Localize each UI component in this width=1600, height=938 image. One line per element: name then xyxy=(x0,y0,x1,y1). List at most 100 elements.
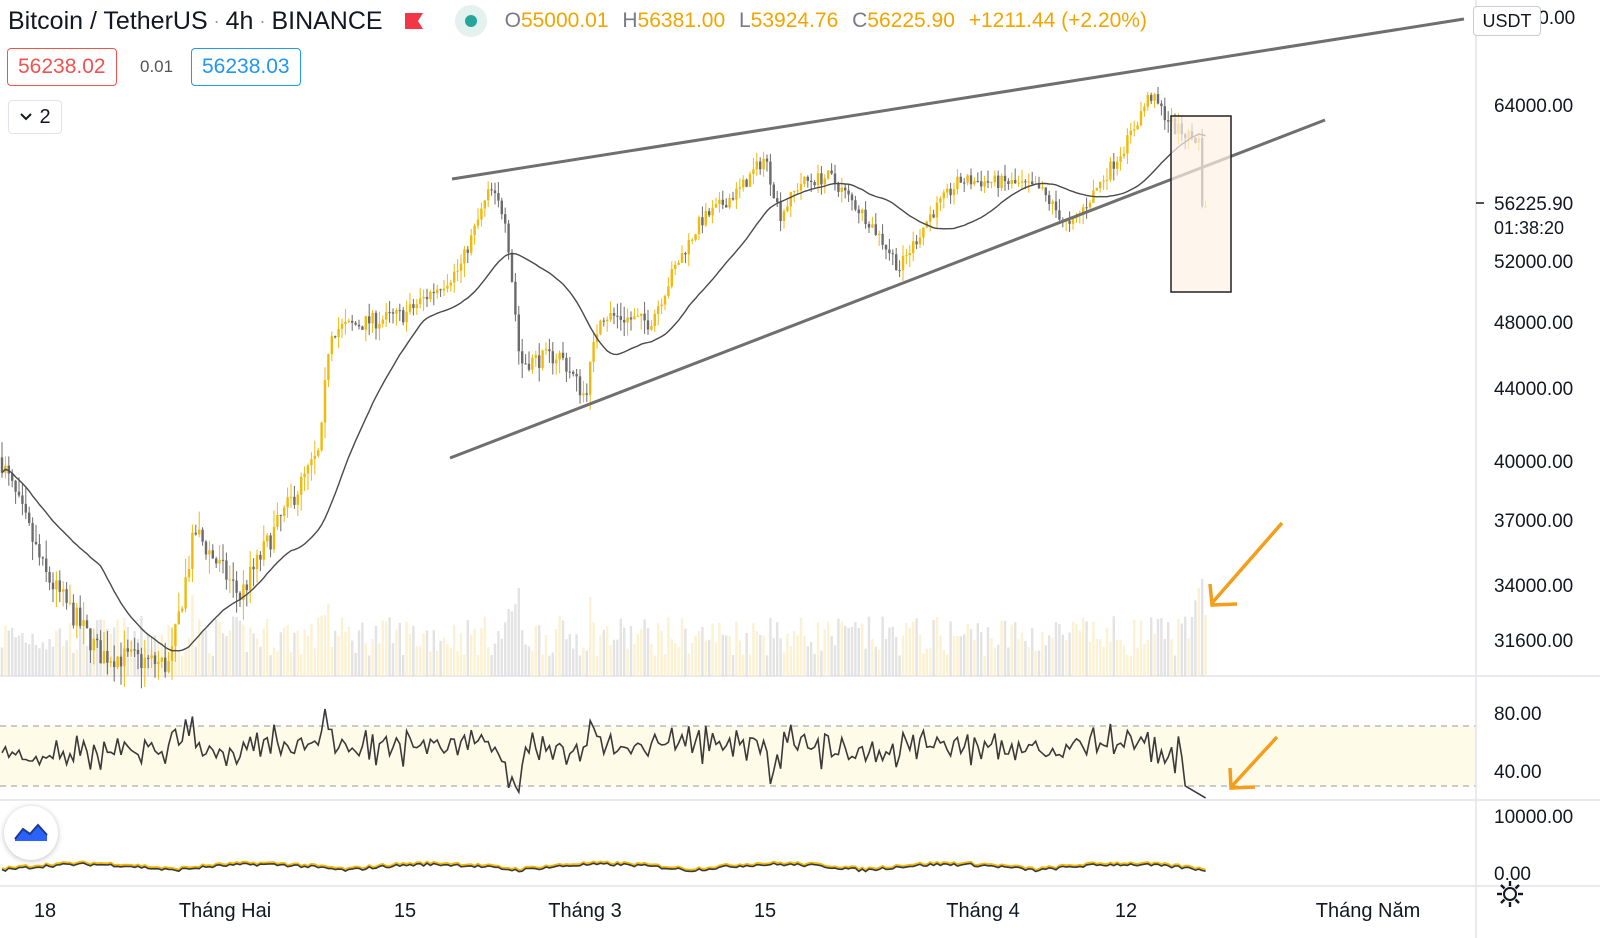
volume-bar xyxy=(1065,640,1068,676)
volume-bar xyxy=(1105,627,1109,676)
volume-bar xyxy=(24,642,27,676)
candle-body xyxy=(1020,181,1024,183)
volume-bar xyxy=(640,629,643,676)
candle-body xyxy=(677,262,680,265)
volume-bar xyxy=(742,654,745,676)
market-status-icon[interactable] xyxy=(454,5,487,37)
volume-bar xyxy=(1044,645,1047,676)
candle-body xyxy=(803,176,806,184)
candle-body xyxy=(541,350,544,368)
candle-body xyxy=(663,295,667,305)
candle-body xyxy=(609,313,612,320)
candle-body xyxy=(674,264,677,270)
volume-bar xyxy=(259,646,262,676)
tradingview-logo[interactable] xyxy=(4,806,58,860)
volume-bar xyxy=(997,644,1000,676)
volume-bar xyxy=(895,636,898,676)
volume-bar xyxy=(235,616,238,676)
candle-body xyxy=(969,175,973,185)
volume-bar xyxy=(752,623,755,676)
volume-bar xyxy=(1092,621,1095,676)
volume-bar xyxy=(21,632,24,676)
volume-bar xyxy=(878,649,881,676)
candle-body xyxy=(17,491,21,496)
volume-bar xyxy=(966,623,969,676)
candle-body xyxy=(45,558,48,572)
annotation-arrows[interactable] xyxy=(1208,521,1284,790)
volume-bar xyxy=(786,633,789,676)
volume-bar xyxy=(765,655,769,676)
candle-body xyxy=(1150,94,1153,101)
volume-bar xyxy=(1112,616,1115,676)
currency-button[interactable]: USDT xyxy=(1473,6,1541,36)
candle-body xyxy=(793,190,796,192)
candle-body xyxy=(616,315,619,317)
candle-body xyxy=(956,176,959,190)
candle-body xyxy=(102,651,106,664)
candle-body xyxy=(116,656,119,668)
candle-body xyxy=(500,200,503,215)
candle-body xyxy=(1037,183,1041,189)
collapse-indicators-button[interactable]: 2 xyxy=(8,100,62,134)
volume-bar xyxy=(160,634,163,676)
volume-bar xyxy=(1160,618,1163,676)
volume-bar xyxy=(524,644,527,676)
volume-bar xyxy=(789,646,792,676)
candle-body xyxy=(1088,202,1092,208)
candle-body xyxy=(252,566,255,570)
volume-bar xyxy=(14,637,17,676)
volume-bar xyxy=(701,627,704,676)
volume-bar xyxy=(636,633,639,676)
volume-bar xyxy=(473,628,476,676)
volume-bar xyxy=(466,620,469,676)
candle-body xyxy=(891,253,894,255)
volume-bar xyxy=(493,643,497,676)
sell-button[interactable]: 56238.02 xyxy=(7,48,117,86)
candle-body xyxy=(799,183,803,191)
volume-bar xyxy=(969,628,973,676)
interval-label[interactable]: 4h xyxy=(225,6,254,35)
candle-body xyxy=(857,209,860,214)
volume-bar xyxy=(714,642,718,676)
candle-body xyxy=(255,554,259,570)
gear-icon[interactable] xyxy=(1492,878,1528,910)
upper-trendline[interactable] xyxy=(451,17,1465,181)
candle-body xyxy=(34,541,38,545)
candle-body xyxy=(980,181,983,187)
candle-body xyxy=(1071,218,1075,224)
candle-body xyxy=(850,194,854,201)
volume-bar xyxy=(820,650,823,676)
candle-body xyxy=(813,182,816,186)
flag-icon[interactable] xyxy=(403,12,425,30)
volume-bar xyxy=(558,616,561,676)
volume-bar xyxy=(378,643,381,676)
candle-body xyxy=(48,571,51,583)
volume-bar xyxy=(446,643,449,676)
candle-body xyxy=(1048,195,1051,204)
volume-bar xyxy=(238,620,242,676)
candle-body xyxy=(170,646,174,662)
candle-body xyxy=(276,514,279,527)
buy-button[interactable]: 56238.03 xyxy=(191,48,301,86)
volume-bar xyxy=(762,635,765,676)
candle-body xyxy=(517,314,520,352)
volume-bar xyxy=(303,629,306,676)
price-tick: 31600.00 xyxy=(1494,631,1573,652)
candle-body xyxy=(534,355,537,358)
candle-body xyxy=(422,297,425,299)
symbol-name[interactable]: Bitcoin / TetherUS xyxy=(8,6,208,35)
highlight-rectangle[interactable] xyxy=(1170,115,1232,293)
candle-body xyxy=(840,187,843,192)
candle-body xyxy=(201,529,204,542)
volume-bar xyxy=(1068,632,1071,676)
volume-bar xyxy=(357,630,361,676)
candle-body xyxy=(344,322,347,325)
candle-body xyxy=(504,214,507,224)
candle-body xyxy=(667,286,670,296)
volume-bar xyxy=(521,630,524,676)
candle-body xyxy=(983,181,986,187)
volume-bar xyxy=(898,655,901,676)
candle-body xyxy=(1156,94,1160,104)
volume-bar xyxy=(289,651,293,676)
